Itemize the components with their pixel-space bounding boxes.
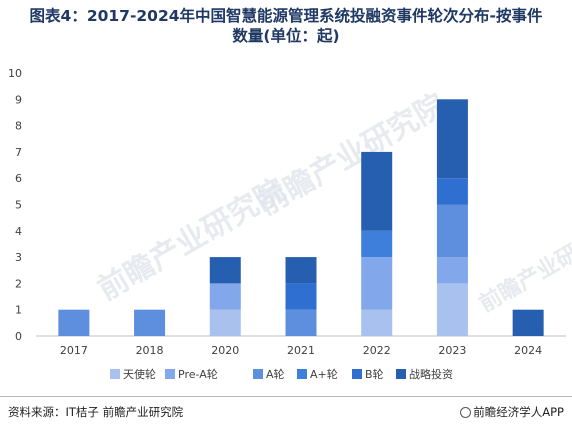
x-tick-label: 2023: [438, 344, 466, 357]
y-tick-label: 8: [15, 120, 22, 133]
legend-swatch: [110, 369, 120, 379]
axis-layer: 0 1 2 3 4 5 6 7 8 9 10 2017 2018 2020 2021 2022 2023 2024: [8, 67, 566, 357]
x-tick-label: 2017: [60, 344, 88, 357]
bar-segment: [436, 204, 468, 258]
brand-logo-icon: [460, 407, 472, 418]
legend-swatch: [297, 369, 307, 379]
y-tick-label: 1: [15, 304, 22, 317]
brand-name: 前瞻经济学人APP: [473, 405, 564, 419]
bar-segment: [361, 257, 393, 310]
footer-divider: [0, 396, 572, 397]
y-tick-label: 2: [15, 277, 22, 290]
bar-segment: [209, 283, 241, 310]
bar-segment: [361, 230, 393, 258]
bar-segment: [512, 309, 544, 336]
legend-swatch: [396, 369, 406, 379]
y-tick-label: 7: [15, 146, 22, 159]
bar-segment: [58, 309, 90, 336]
x-tick-label: 2021: [287, 344, 315, 357]
bar-segment: [436, 178, 468, 205]
y-tick-label: 10: [8, 67, 22, 80]
legend-label: 战略投资: [409, 367, 453, 381]
legend-swatch: [165, 369, 175, 379]
bar-segment: [361, 151, 393, 231]
y-tick-label: 9: [15, 93, 22, 106]
y-tick-label: 6: [15, 172, 22, 185]
legend-label: A轮: [266, 367, 285, 381]
bar-segment: [285, 309, 317, 336]
y-tick-label: 5: [15, 199, 22, 212]
chart-title-line1: 图表4：2017-2024年中国智慧能源管理系统投融资事件轮次分布-按事件: [29, 7, 543, 25]
x-tick-label: 2022: [363, 344, 391, 357]
brand-note: 前瞻经济学人APP: [460, 404, 564, 420]
x-tick-label: 2024: [514, 344, 542, 357]
legend-swatch: [253, 369, 263, 379]
stacked-bar-chart: 0 1 2 3 4 5 6 7 8 9 10 2017 2018 2020 2021 2022 2023 2024…: [8, 67, 566, 381]
bar-segment: [436, 283, 468, 336]
legend-layer: 天使轮 Pre-A轮 A轮 A+轮 B轮 战略投资: [110, 367, 453, 381]
bar-segment: [285, 283, 317, 310]
y-tick-label: 4: [15, 225, 22, 238]
bar-segment: [436, 257, 468, 284]
x-tick-label: 2018: [136, 344, 164, 357]
legend-label: B轮: [365, 367, 384, 381]
y-tick-label: 3: [15, 251, 22, 264]
bar-segment: [285, 257, 317, 284]
legend-label: A+轮: [310, 367, 338, 381]
legend-swatch: [352, 369, 362, 379]
bar-segment: [361, 309, 393, 336]
x-tick-label: 2020: [211, 344, 239, 357]
chart-title-line2: 数量(单位：起): [232, 27, 340, 45]
bar-layer: [58, 99, 544, 336]
y-tick-label: 0: [15, 330, 22, 343]
source-note: 资料来源：IT桔子 前瞻产业研究院: [8, 405, 184, 419]
legend-label: Pre-A轮: [178, 367, 218, 381]
bar-segment: [436, 99, 468, 179]
bar-segment: [209, 257, 241, 284]
bar-segment: [134, 309, 166, 336]
chart-title: 图表4：2017-2024年中国智慧能源管理系统投融资事件轮次分布-按事件 数量…: [0, 6, 572, 46]
legend-label: 天使轮: [123, 367, 156, 381]
bar-segment: [209, 309, 241, 336]
